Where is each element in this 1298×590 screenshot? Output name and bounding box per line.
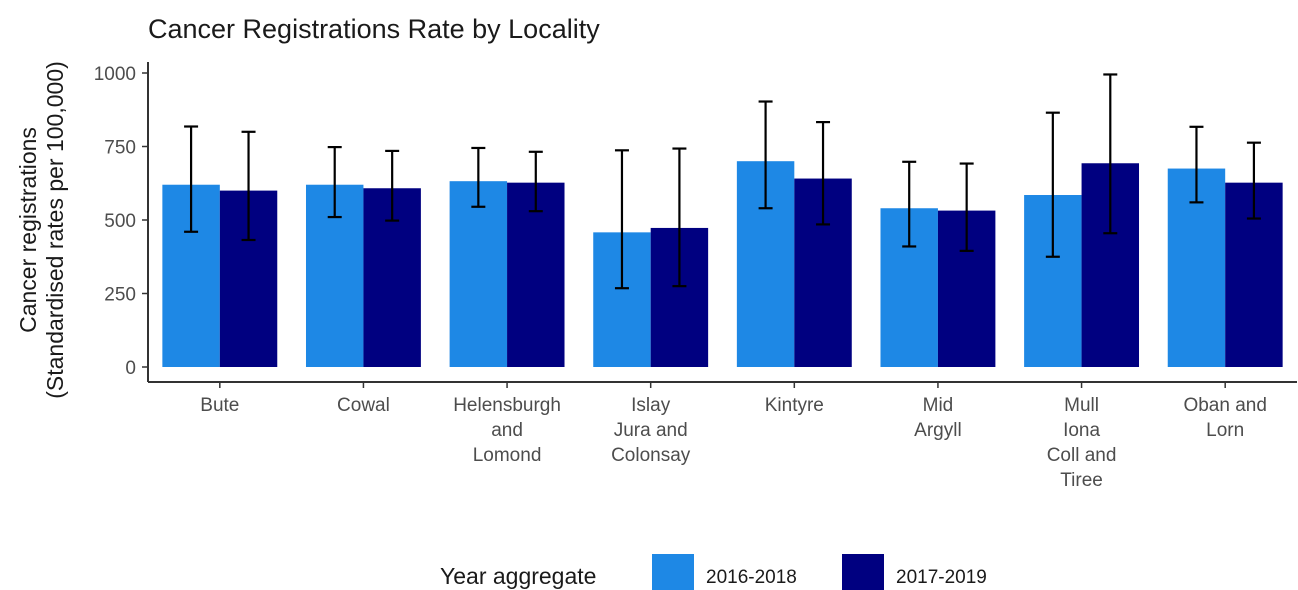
x-tick-label-line: Lorn xyxy=(1206,420,1244,441)
y-axis-ticks: 0 250 500 750 1000 xyxy=(94,64,148,379)
legend-title: Year aggregate xyxy=(440,563,596,589)
x-tick-label-line: Tiree xyxy=(1060,470,1103,491)
legend: Year aggregate 2016-2018 2017-2019 xyxy=(440,554,987,590)
error-bar-2016-2018-0 xyxy=(184,125,199,233)
x-tick-label-3: Islay Jura and Colonsay xyxy=(611,395,691,466)
bar-2016-2018-2 xyxy=(449,181,508,367)
x-tick-label-line: Helensburgh xyxy=(453,395,561,416)
error-bar-2017-2019-4 xyxy=(816,120,831,226)
y-axis-title-line-1: Cancer registrations xyxy=(15,127,41,333)
x-tick-label-7: Oban and Lorn xyxy=(1183,395,1266,441)
x-tick-label-0: Bute xyxy=(200,395,239,416)
error-bar-2017-2019-6 xyxy=(1103,73,1118,235)
error-bars xyxy=(184,73,1261,290)
error-bar-2017-2019-3 xyxy=(672,147,687,288)
error-bar-2017-2019-5 xyxy=(959,162,974,252)
error-bar-2016-2018-5 xyxy=(902,160,917,248)
x-tick-label-line: Colonsay xyxy=(611,445,691,466)
x-tick-label-line: Islay xyxy=(631,395,671,416)
y-tick-label-750: 750 xyxy=(104,138,136,159)
legend-label-2016-2018: 2016-2018 xyxy=(706,567,797,588)
legend-swatch-2016-2018 xyxy=(652,554,694,590)
legend-label-2017-2019: 2017-2019 xyxy=(896,567,987,588)
x-tick-label-line: Bute xyxy=(200,395,239,416)
x-tick-label-2: Helensburgh and Lomond xyxy=(453,395,561,466)
y-tick-label-0: 0 xyxy=(125,358,136,379)
error-bar-2016-2018-2 xyxy=(471,146,486,208)
x-tick-label-5: Mid Argyll xyxy=(914,395,962,441)
error-bar-2016-2018-1 xyxy=(327,145,342,219)
error-bar-2017-2019-2 xyxy=(528,150,543,213)
y-axis-title-line-2: (Standardised rates per 100,000) xyxy=(42,61,68,399)
error-bar-2016-2018-4 xyxy=(758,100,773,210)
x-tick-label-line: Oban and xyxy=(1183,395,1266,416)
x-tick-label-6: Mull Iona Coll and Tiree xyxy=(1047,395,1117,491)
x-tick-label-line: Coll and xyxy=(1047,445,1117,466)
x-tick-label-line: and xyxy=(491,420,523,441)
x-tick-label-line: Lomond xyxy=(473,445,542,466)
legend-swatch-2017-2019 xyxy=(842,554,884,590)
error-bar-2016-2018-6 xyxy=(1045,111,1060,258)
y-tick-label-500: 500 xyxy=(104,211,136,232)
x-tick-label-1: Cowal xyxy=(337,395,390,416)
x-tick-label-line: Mid xyxy=(923,395,954,416)
x-tick-label-line: Kintyre xyxy=(765,395,824,416)
x-tick-label-4: Kintyre xyxy=(765,395,824,416)
error-bar-2016-2018-3 xyxy=(614,149,629,290)
y-tick-label-250: 250 xyxy=(104,285,136,306)
x-tick-label-line: Mull xyxy=(1064,395,1099,416)
bar-2017-2019-2 xyxy=(507,182,565,367)
error-bar-2017-2019-0 xyxy=(241,130,256,242)
x-axis-ticks: Bute Cowal Helensburgh and Lomond Islay Jura a… xyxy=(200,382,1267,491)
error-bar-2017-2019-7 xyxy=(1246,141,1261,220)
error-bar-2017-2019-1 xyxy=(385,149,400,222)
x-tick-label-line: Iona xyxy=(1063,420,1100,441)
x-tick-label-line: Cowal xyxy=(337,395,390,416)
bars xyxy=(162,161,1283,367)
y-axis-title: Cancer registrations (Standardised rates… xyxy=(15,61,68,399)
x-tick-label-line: Jura and xyxy=(614,420,688,441)
error-bar-2016-2018-7 xyxy=(1189,125,1204,204)
chart-title: Cancer Registrations Rate by Locality xyxy=(148,14,600,44)
x-tick-label-line: Argyll xyxy=(914,420,962,441)
y-tick-label-1000: 1000 xyxy=(94,64,136,85)
